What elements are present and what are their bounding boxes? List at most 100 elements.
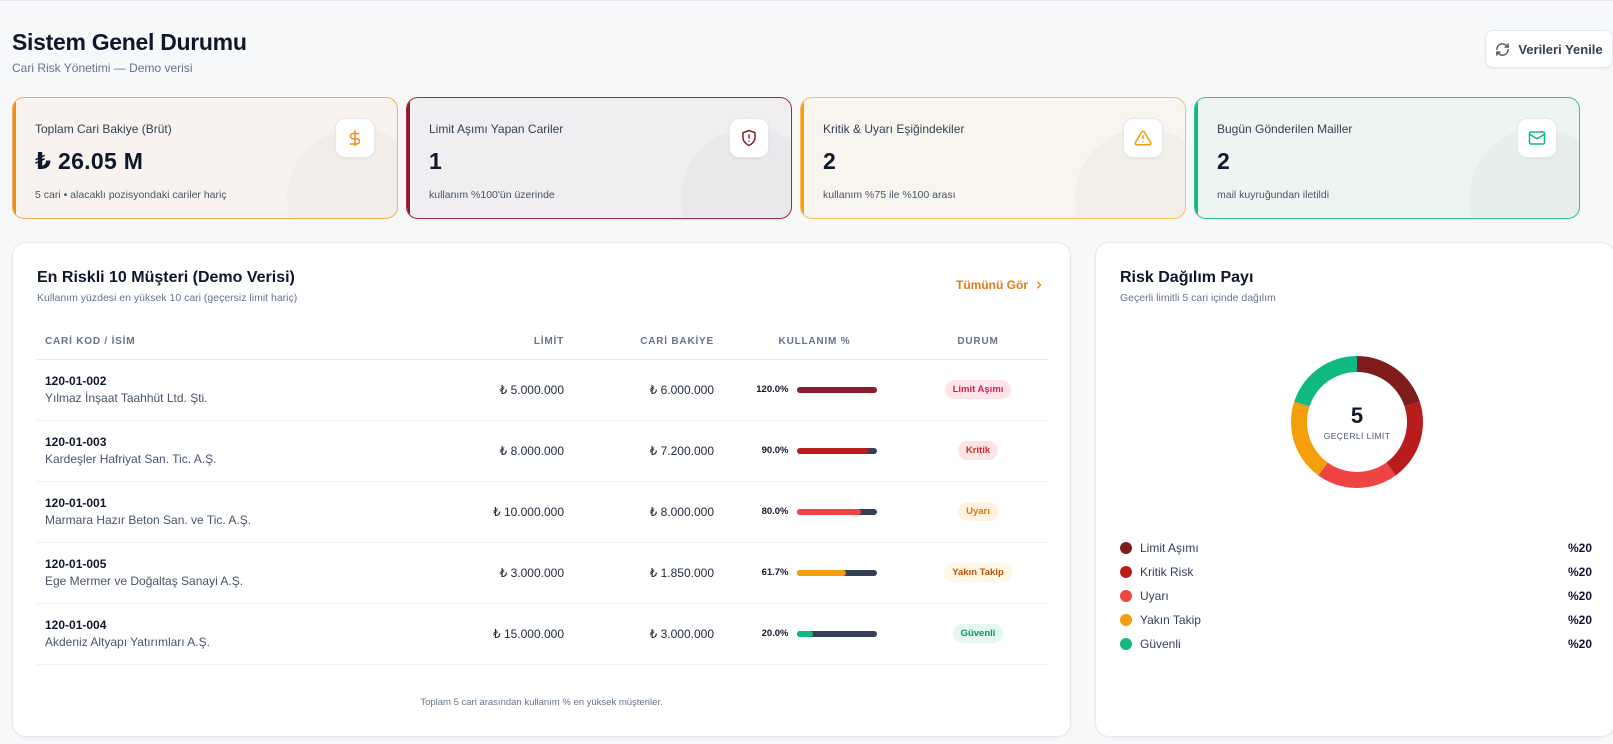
donut-slice — [1357, 356, 1420, 407]
kpi-note: mail kuyruğundan iletildi — [1217, 189, 1330, 201]
kpi-card-critical-warning: Kritik & Uyarı Eşiğindekiler 2 kullanım … — [800, 97, 1186, 219]
see-all-link[interactable]: Tümünü Gör — [956, 278, 1044, 292]
table-row[interactable]: 120-01-004 Akdeniz Altyapı Yatırımları A… — [37, 603, 1049, 665]
top-risk-customers-card: En Riskli 10 Müşteri (Demo Verisi) Kulla… — [12, 242, 1071, 737]
card-subtitle: Kullanım yüzdesi en yüksek 10 cari (geçe… — [37, 292, 298, 304]
legend-dot — [1120, 638, 1132, 650]
kpi-label: Toplam Cari Bakiye (Brüt) — [35, 122, 172, 136]
kpi-card-total-balance: Toplam Cari Bakiye (Brüt) ₺ 26.05 M 5 ca… — [12, 97, 398, 219]
cell-status: Yakın Takip — [907, 542, 1049, 604]
kpi-row: Toplam Cari Bakiye (Brüt) ₺ 26.05 M 5 ca… — [12, 97, 1613, 219]
cell-balance: ₺ 7.200.000 — [572, 420, 722, 482]
customer-name: Yılmaz İnşaat Taahhüt Ltd. Şti. — [45, 391, 208, 405]
legend-label: Uyarı — [1140, 589, 1169, 603]
cell-status: Kritik — [907, 420, 1049, 482]
legend-item: Kritik Risk %20 — [1120, 560, 1592, 584]
kpi-card-limit-exceeded: Limit Aşımı Yapan Cariler 1 kullanım %10… — [406, 97, 792, 219]
legend-percent: %20 — [1567, 565, 1592, 579]
cell-balance: ₺ 6.000.000 — [572, 359, 722, 421]
legend-dot — [1120, 590, 1132, 602]
usage-bar — [796, 630, 877, 637]
legend-percent: %20 — [1567, 541, 1592, 555]
donut-center-label: GEÇERLİ LİMİT — [1323, 431, 1391, 441]
customer-name: Akdeniz Altyapı Yatırımları A.Ş. — [45, 635, 210, 649]
usage-bar-fill — [796, 569, 846, 576]
legend-label: Yakın Takip — [1140, 613, 1201, 627]
kpi-value: ₺ 26.05 M — [35, 148, 144, 174]
kpi-note: kullanım %75 ile %100 arası — [823, 189, 956, 201]
cell-usage: 20.0% — [722, 603, 907, 665]
status-badge: Limit Aşımı — [944, 380, 1012, 399]
usage-percent: 20.0% — [761, 628, 789, 639]
kpi-label: Kritik & Uyarı Eşiğindekiler — [823, 122, 965, 136]
usage-bar-fill — [796, 508, 861, 515]
usage-bar — [796, 386, 877, 393]
legend-item: Uyarı %20 — [1120, 584, 1592, 608]
customer-code: 120-01-005 — [45, 557, 107, 571]
legend-percent: %20 — [1567, 613, 1592, 627]
page-title: Sistem Genel Durumu — [12, 29, 247, 55]
legend-dot — [1120, 614, 1132, 626]
refresh-icon — [1496, 42, 1510, 56]
table-row[interactable]: 120-01-001 Marmara Hazır Beton San. ve T… — [37, 481, 1049, 543]
column-header-usage[interactable]: KULLANIM % — [722, 325, 907, 360]
cell-usage: 90.0% — [722, 420, 907, 482]
legend-percent: %20 — [1567, 637, 1592, 651]
risk-donut-chart: 5 GEÇERLİ LİMİT — [1282, 347, 1432, 497]
card-subtitle: Geçerli limitli 5 cari içinde dağılım — [1120, 292, 1276, 304]
cell-status: Güvenli — [907, 603, 1049, 665]
status-badge: Uyarı — [958, 502, 998, 521]
card-title: Risk Dağılım Payı — [1120, 269, 1254, 286]
cell-balance: ₺ 1.850.000 — [572, 542, 722, 604]
legend-dot — [1120, 542, 1132, 554]
usage-bar-fill — [796, 630, 813, 637]
table-row[interactable]: 120-01-003 Kardeşler Hafriyat San. Tic. … — [37, 420, 1049, 482]
shield-alert-icon — [729, 118, 769, 158]
legend-label: Kritik Risk — [1140, 565, 1194, 579]
dollar-icon — [335, 118, 375, 158]
usage-bar — [796, 508, 877, 515]
usage-bar — [796, 447, 877, 454]
donut-center-value: 5 — [1350, 403, 1364, 428]
donut-slice — [1318, 462, 1396, 488]
refresh-data-button[interactable]: Verileri Yenile — [1485, 30, 1613, 68]
cell-balance: ₺ 3.000.000 — [572, 603, 722, 665]
table-row[interactable]: 120-01-002 Yılmaz İnşaat Taahhüt Ltd. Şt… — [37, 359, 1049, 421]
cell-code-name: 120-01-003 Kardeşler Hafriyat San. Tic. … — [37, 420, 457, 482]
kpi-label: Limit Aşımı Yapan Cariler — [429, 122, 564, 136]
table-row[interactable]: 120-01-005 Ege Mermer ve Doğaltaş Sanayi… — [37, 542, 1049, 604]
cell-balance: ₺ 8.000.000 — [572, 481, 722, 543]
kpi-note: kullanım %100'ün üzerinde — [429, 189, 555, 201]
card-title: En Riskli 10 Müşteri (Demo Verisi) — [37, 269, 295, 286]
customer-code: 120-01-003 — [45, 435, 107, 449]
kpi-value: 2 — [1217, 148, 1231, 174]
cell-limit: ₺ 15.000.000 — [457, 603, 572, 665]
cell-usage: 120.0% — [722, 359, 907, 421]
customer-code: 120-01-004 — [45, 618, 107, 632]
usage-percent: 120.0% — [756, 384, 789, 395]
customer-code: 120-01-002 — [45, 374, 107, 388]
risk-table: CARİ KOD / İSİM LİMİT CARİ BAKİYE KULLAN… — [37, 325, 1049, 665]
cell-limit: ₺ 3.000.000 — [457, 542, 572, 604]
column-header-status[interactable]: DURUM — [907, 325, 1049, 360]
mail-icon — [1517, 118, 1557, 158]
column-header-balance[interactable]: CARİ BAKİYE — [572, 325, 722, 360]
legend-item: Yakın Takip %20 — [1120, 608, 1592, 632]
page-subtitle: Cari Risk Yönetimi — Demo verisi — [12, 61, 193, 75]
customer-code: 120-01-001 — [45, 496, 107, 510]
donut-slice — [1294, 356, 1357, 407]
cell-status: Limit Aşımı — [907, 359, 1049, 421]
donut-slice — [1291, 401, 1328, 476]
kpi-card-mails-sent: Bugün Gönderilen Mailler 2 mail kuyruğun… — [1194, 97, 1580, 219]
cell-limit: ₺ 10.000.000 — [457, 481, 572, 543]
risk-distribution-card: Risk Dağılım Payı Geçerli limitli 5 cari… — [1095, 242, 1613, 737]
kpi-value: 2 — [823, 148, 837, 174]
column-header-limit[interactable]: LİMİT — [457, 325, 572, 360]
page-header: Sistem Genel Durumu Cari Risk Yönetimi —… — [12, 29, 247, 75]
customer-name: Ege Mermer ve Doğaltaş Sanayi A.Ş. — [45, 574, 244, 588]
column-header-code[interactable]: CARİ KOD / İSİM — [37, 325, 457, 360]
cell-code-name: 120-01-005 Ege Mermer ve Doğaltaş Sanayi… — [37, 542, 457, 604]
risk-legend: Limit Aşımı %20 Kritik Risk %20 Uyarı %2… — [1120, 536, 1592, 656]
usage-percent: 80.0% — [761, 506, 789, 517]
cell-code-name: 120-01-001 Marmara Hazır Beton San. ve T… — [37, 481, 457, 543]
